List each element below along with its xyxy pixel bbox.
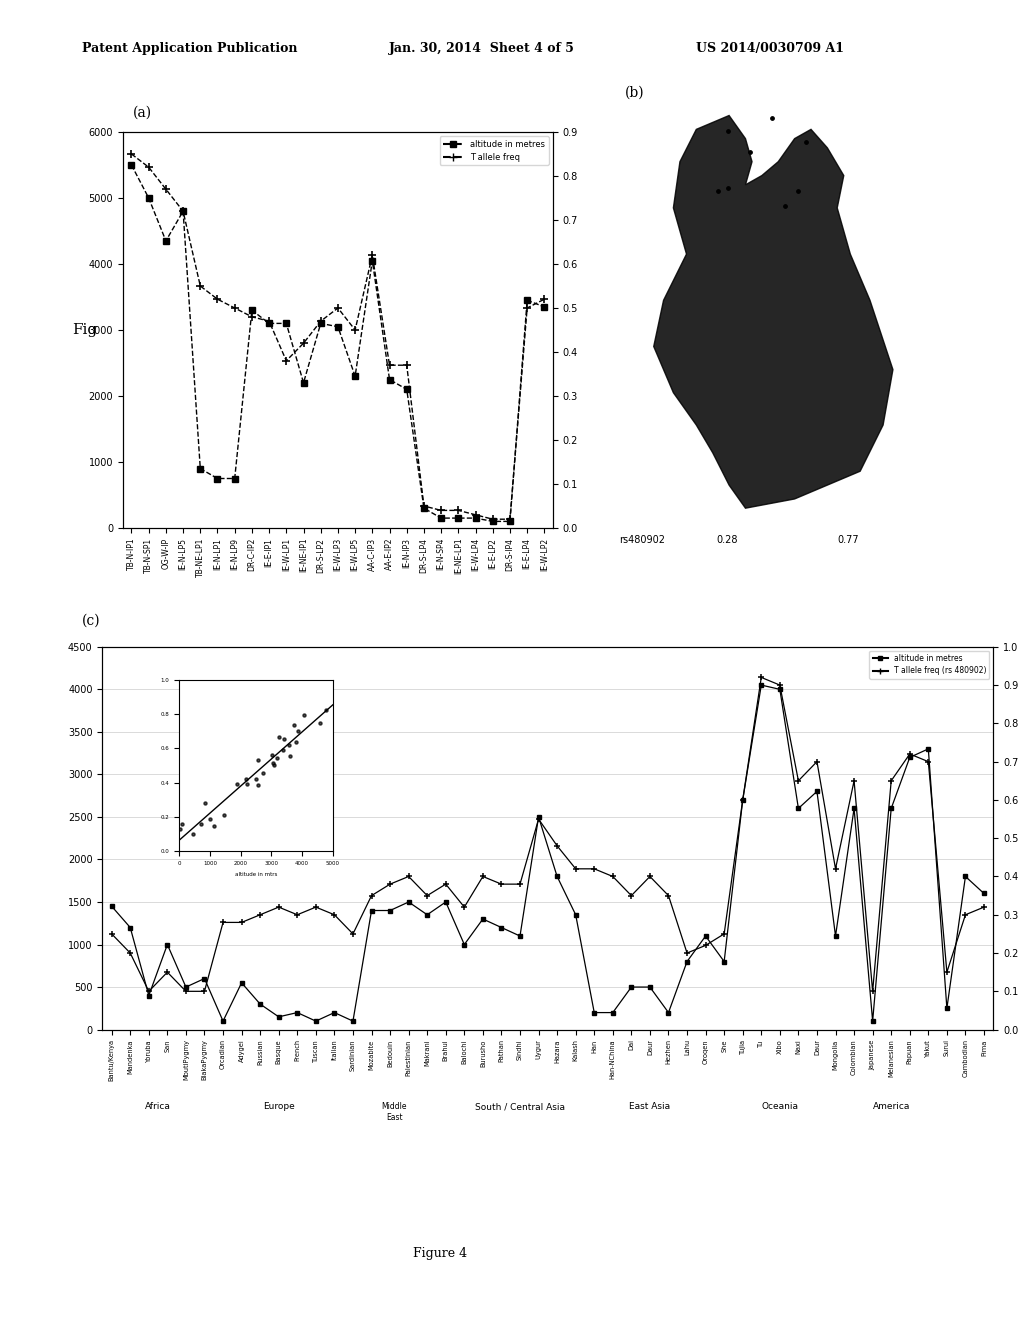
- Point: [250, 775, 266, 796]
- Point: [184, 824, 201, 845]
- Point: [711, 181, 727, 202]
- Point: [216, 804, 232, 825]
- Text: America: America: [872, 1102, 910, 1111]
- Text: 0.28: 0.28: [717, 535, 738, 545]
- X-axis label: altitude in mtrs: altitude in mtrs: [234, 871, 278, 876]
- Point: [250, 750, 266, 771]
- Point: [248, 768, 264, 789]
- Text: (b): (b): [625, 86, 644, 100]
- Point: [193, 813, 209, 834]
- Point: [763, 108, 779, 129]
- Text: Jan. 30, 2014  Sheet 4 of 5: Jan. 30, 2014 Sheet 4 of 5: [389, 42, 575, 55]
- Point: [790, 181, 806, 202]
- Point: [798, 132, 814, 153]
- Point: [239, 774, 255, 795]
- Text: Europe: Europe: [263, 1102, 295, 1111]
- Point: [197, 792, 213, 813]
- Text: US 2014/0030709 A1: US 2014/0030709 A1: [696, 42, 845, 55]
- Point: [271, 726, 288, 747]
- Point: [266, 755, 283, 776]
- Text: rs480902: rs480902: [620, 535, 666, 545]
- Text: (a): (a): [133, 106, 153, 120]
- Point: [317, 700, 334, 721]
- Point: [288, 731, 304, 752]
- Point: [206, 816, 222, 837]
- Point: [274, 739, 291, 760]
- Legend: altitude in metres, T allele freq (rs 480902): altitude in metres, T allele freq (rs 48…: [869, 651, 989, 678]
- Polygon shape: [653, 116, 893, 508]
- Text: Africa: Africa: [145, 1102, 171, 1111]
- Text: South / Central Asia: South / Central Asia: [475, 1102, 565, 1111]
- Point: [276, 729, 293, 750]
- Text: Figure 4: Figure 4: [414, 1247, 467, 1261]
- Point: [720, 178, 736, 199]
- Text: 0.77: 0.77: [838, 535, 859, 545]
- Point: [290, 719, 306, 741]
- Point: [776, 195, 793, 216]
- Point: [268, 747, 285, 768]
- Point: [174, 813, 190, 834]
- Point: [238, 768, 254, 789]
- Point: [286, 714, 302, 735]
- Point: [228, 774, 245, 795]
- Point: [282, 746, 298, 767]
- Point: [281, 734, 297, 755]
- Point: [265, 752, 282, 774]
- Point: [172, 818, 188, 840]
- Text: East Asia: East Asia: [630, 1102, 671, 1111]
- Text: Patent Application Publication: Patent Application Publication: [82, 42, 297, 55]
- Point: [263, 744, 280, 766]
- Text: Oceania: Oceania: [761, 1102, 799, 1111]
- Text: (c): (c): [82, 614, 100, 628]
- Point: [296, 704, 312, 725]
- Point: [312, 713, 329, 734]
- Point: [741, 141, 758, 162]
- Point: [720, 120, 736, 141]
- Text: Fig: Fig: [72, 323, 97, 337]
- Point: [254, 763, 270, 784]
- Point: [202, 808, 218, 829]
- Text: Middle
East: Middle East: [382, 1102, 407, 1122]
- Legend: altitude in metres, T allele freq: altitude in metres, T allele freq: [439, 136, 549, 165]
